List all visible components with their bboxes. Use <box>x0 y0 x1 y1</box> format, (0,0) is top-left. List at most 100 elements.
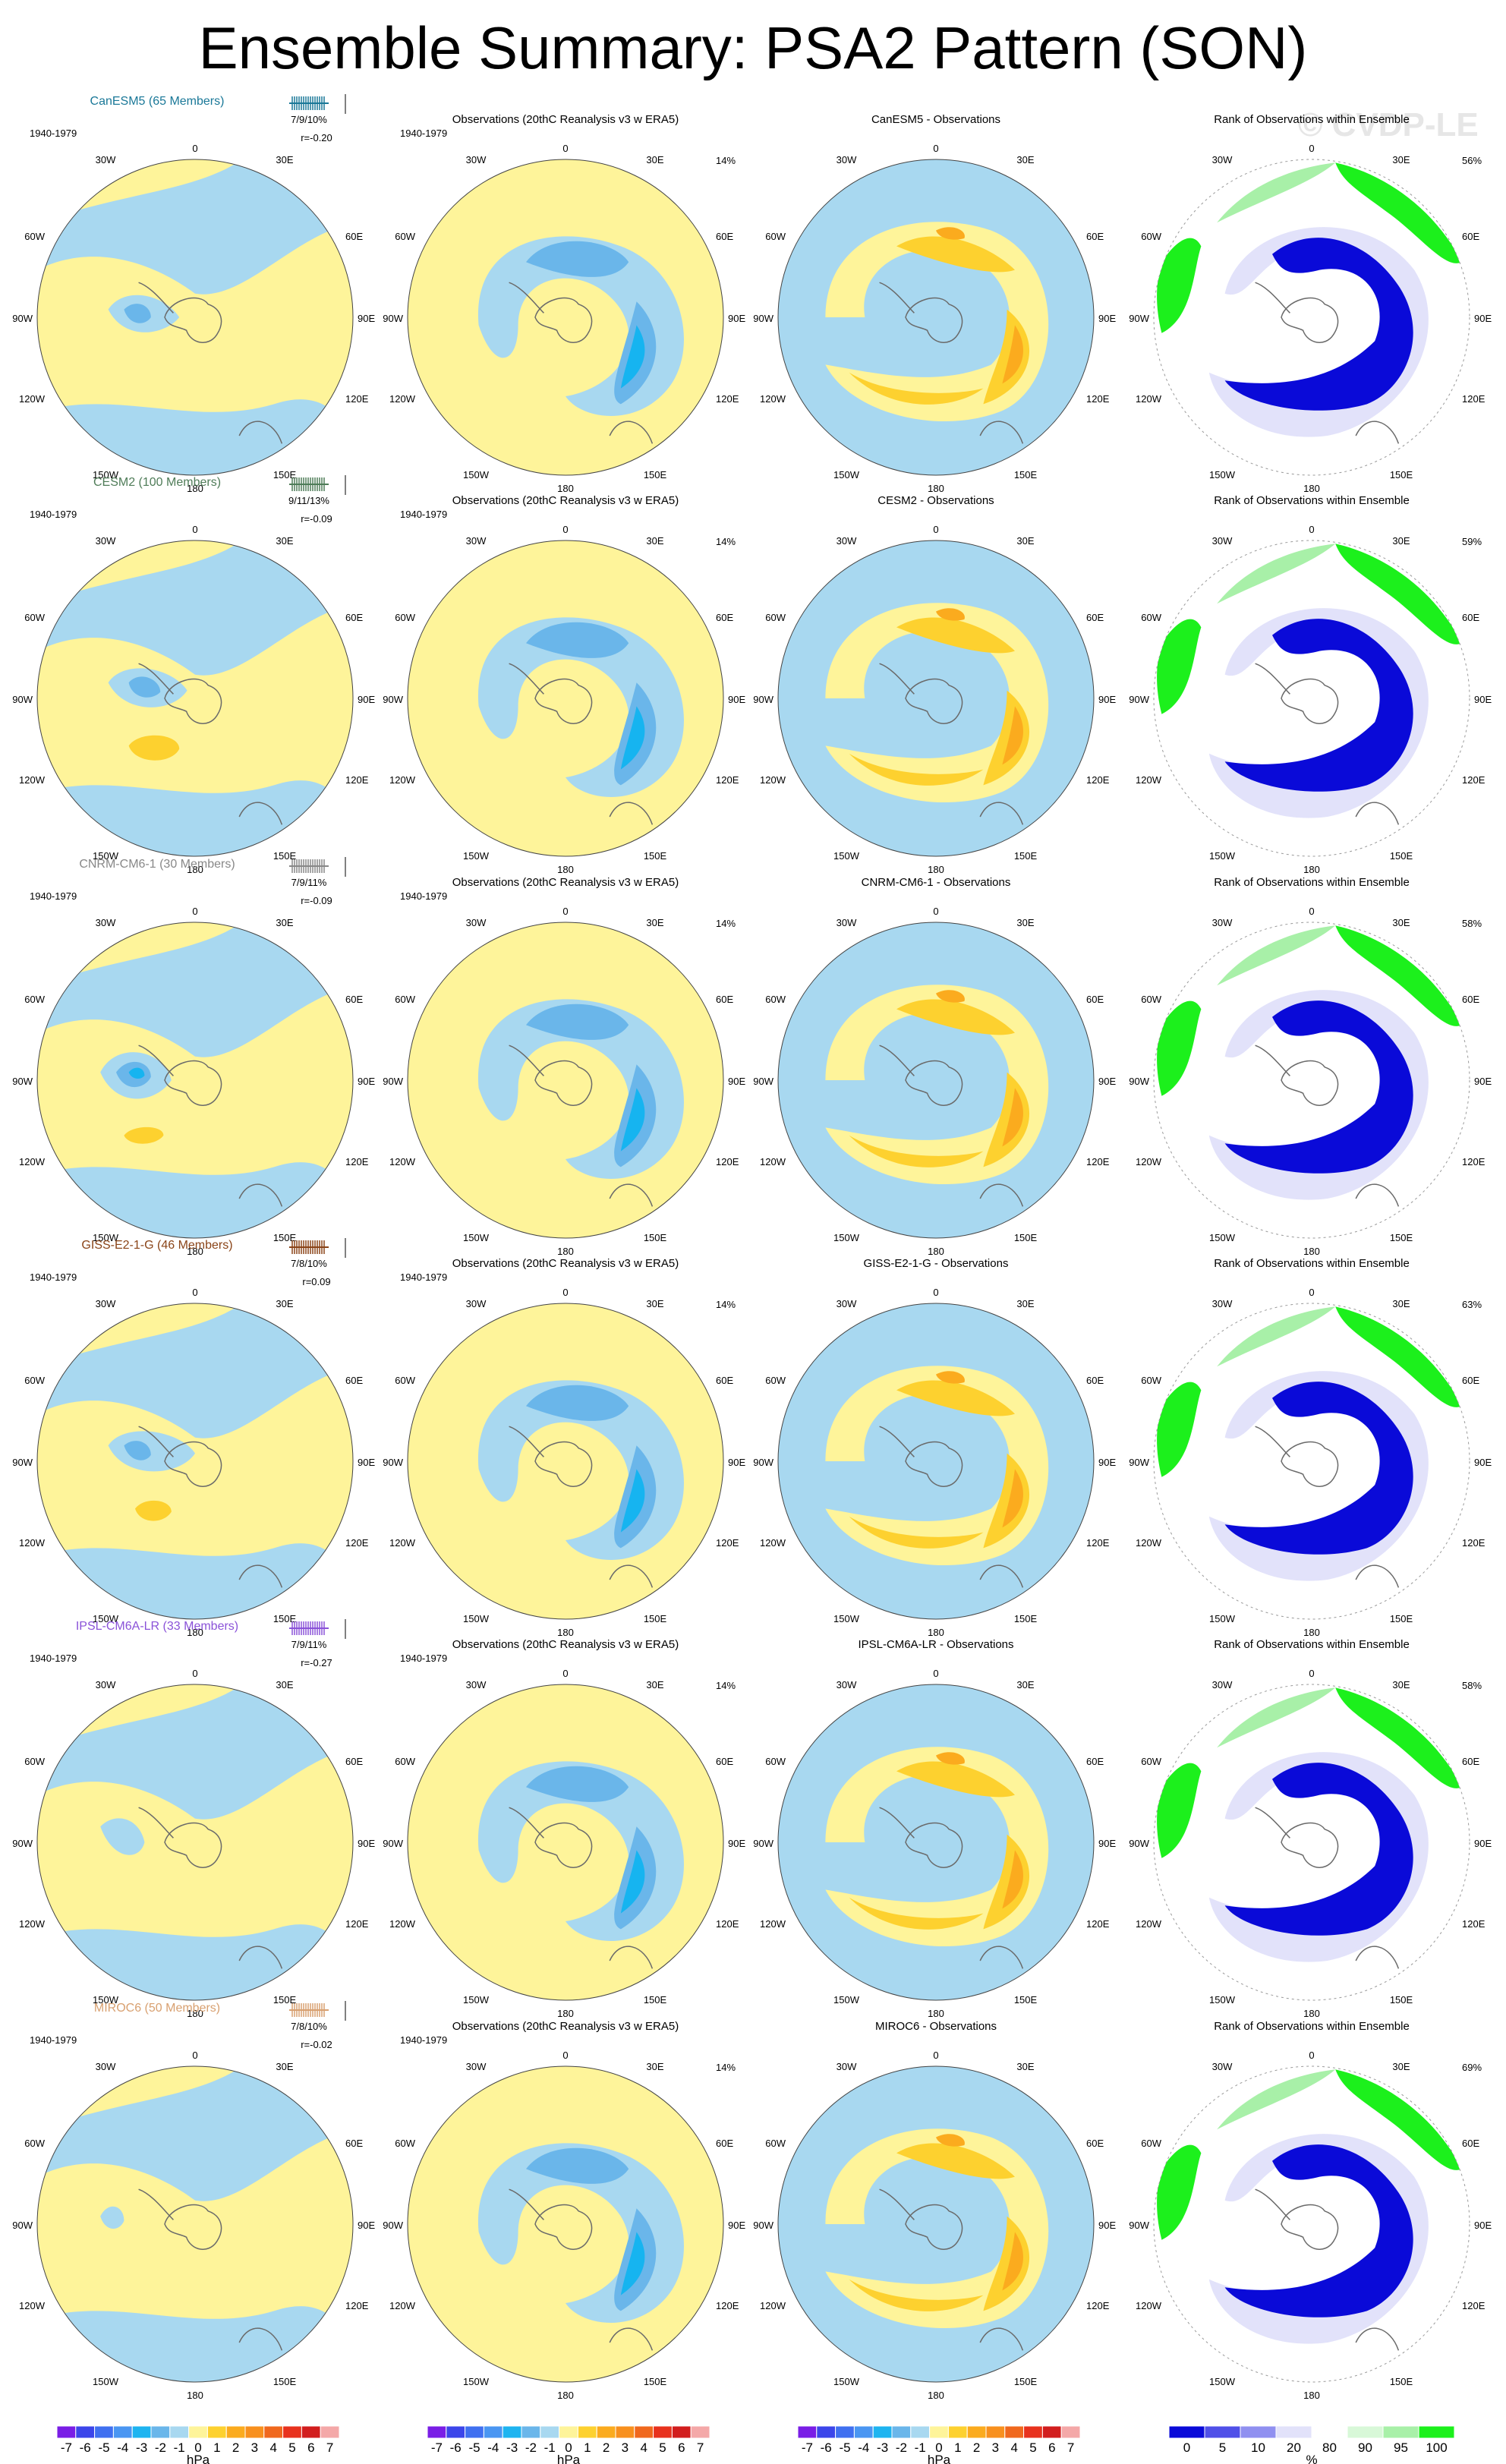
colorbar-swatch <box>540 2425 560 2439</box>
lon-label-top_left: 30W <box>96 535 116 547</box>
lon-label-bottom_right: 150E <box>1014 1232 1038 1243</box>
lon-label-top_right: 30E <box>1392 535 1410 547</box>
contour-region <box>526 1385 629 1421</box>
lon-label-bottom: 180 <box>557 483 574 494</box>
lon-label-top: 0 <box>1309 524 1314 535</box>
lon-label-top_left: 30W <box>1212 2061 1233 2072</box>
lon-label-bottom_right: 150E <box>1014 2376 1038 2387</box>
contour-region <box>896 236 1015 273</box>
lon-label-bottom_left: 150W <box>93 850 119 862</box>
colorbar-tick-label: 0 <box>935 2440 942 2455</box>
lon-label-bottom: 180 <box>557 2008 574 2019</box>
contour-region <box>1335 925 1462 1026</box>
australia-coastline <box>609 1564 654 1588</box>
colorbar-swatch <box>690 2425 710 2439</box>
map-boundary <box>407 922 724 1239</box>
period-label: 1940-1979 <box>400 509 447 520</box>
peninsula-coastline <box>509 1426 544 1457</box>
lon-label-bottom: 180 <box>928 1627 944 1638</box>
lon-label-top_left: 30W <box>836 535 857 547</box>
australia-coastline <box>1355 2327 1400 2351</box>
contour-region <box>620 325 645 389</box>
lon-label-bottom_right: 150E <box>1014 850 1038 862</box>
contour-region <box>124 1126 164 1144</box>
colorbar-tick-label: 6 <box>678 2440 685 2455</box>
diff-title: CanESM5 - Observations <box>871 113 1000 126</box>
lon-label-lower_right: 120E <box>716 393 739 405</box>
diff-panel: 0 30W 30E 60W 60E 90W 90E 120W 120E 150W 150E 180 GI… <box>753 1257 1116 1638</box>
lon-label-left: 90W <box>383 1838 403 1849</box>
colorbar-tick-label: -6 <box>450 2440 462 2455</box>
rank-pct: 58% <box>1462 1680 1482 1691</box>
lon-label-top_left: 30W <box>96 154 116 165</box>
colorbar: -7 -6 -5 -4 -3 -2 -1 0 1 2 3 4 5 6 7 hPa <box>797 2425 1081 2464</box>
lon-label-right: 90E <box>358 313 375 324</box>
contour-region <box>1157 238 1202 333</box>
contour-region <box>1335 1687 1462 1788</box>
lon-label-left: 90W <box>1129 2220 1149 2231</box>
colorbar-tick-label: 90 <box>1358 2440 1372 2455</box>
peninsula-coastline <box>879 282 915 314</box>
lon-label-bottom_left: 150W <box>93 1613 119 1624</box>
lon-label-top_right: 30E <box>646 154 663 165</box>
contour-region <box>135 1500 172 1521</box>
contour-region <box>124 1441 151 1460</box>
lon-label-lower_right: 120E <box>716 1156 739 1167</box>
peninsula-coastline <box>138 663 174 695</box>
pattern-correlation: r=-0.27 <box>301 1657 332 1668</box>
lon-label-lower_right: 120E <box>1086 774 1110 786</box>
lon-label-lower_right: 120E <box>1462 1918 1486 1930</box>
colorbar-swatch <box>1275 2425 1312 2439</box>
lon-label-bottom: 180 <box>1303 1627 1320 1638</box>
colorbar-swatch <box>75 2425 96 2439</box>
lon-label-lower_right: 120E <box>1086 2300 1110 2311</box>
obs-pct: 14% <box>716 1299 736 1310</box>
contour-region <box>100 1818 145 1855</box>
model-title: IPSL-CM6A-LR (33 Members) <box>76 1620 238 1633</box>
lon-label-left: 90W <box>753 694 773 705</box>
colorbar-tick-label: -6 <box>821 2440 832 2455</box>
lon-label-lower_left: 120W <box>1136 1537 1162 1549</box>
map-boundary <box>407 2065 724 2383</box>
lon-label-upper_right: 60E <box>716 1375 733 1386</box>
coastline <box>534 2204 593 2250</box>
lon-label-left: 90W <box>1129 694 1149 705</box>
lon-label-upper_left: 60W <box>765 1756 786 1767</box>
lon-label-bottom_left: 150W <box>463 2376 490 2387</box>
lon-label-right: 90E <box>358 2220 375 2231</box>
lon-label-right: 90E <box>1098 2220 1116 2231</box>
lon-label-top_right: 30E <box>276 154 293 165</box>
lon-label-right: 90E <box>358 1457 375 1468</box>
colorbar-swatch <box>615 2425 635 2439</box>
lon-label-left: 90W <box>12 1076 33 1087</box>
lon-label-right: 90E <box>728 694 745 705</box>
pattern-correlation: r=0.09 <box>302 1276 330 1287</box>
lon-label-lower_left: 120W <box>389 1156 416 1167</box>
contour-region <box>1335 1306 1462 1407</box>
contour-region <box>37 159 353 295</box>
diff-title: CNRM-CM6-1 - Observations <box>862 876 1011 889</box>
model-panel: 0 30W 30E 60W 60E 90W 90E 120W 120E 150W 150E 180 Ca… <box>12 94 375 494</box>
contour-region <box>620 1469 645 1533</box>
contour-region <box>1217 544 1336 604</box>
lon-label-top_left: 30W <box>466 917 487 928</box>
contour-region <box>1002 1469 1024 1528</box>
lon-label-bottom: 180 <box>928 864 944 875</box>
page-title: Ensemble Summary: PSA2 Pattern (SON) <box>198 14 1308 81</box>
lon-label-top_left: 30W <box>1212 1298 1233 1309</box>
colorbar-swatch <box>929 2425 949 2439</box>
colorbar-swatch <box>1041 2425 1062 2439</box>
peninsula-coastline <box>879 1426 915 1457</box>
lon-label-right: 90E <box>1474 694 1492 705</box>
colorbar-tick-label: -4 <box>487 2440 499 2455</box>
lon-label-left: 90W <box>12 1457 33 1468</box>
contour-region <box>1157 1382 1202 1477</box>
contour-region <box>1002 325 1024 384</box>
australia-coastline <box>609 1183 654 1207</box>
obs-panel: 0 30W 30E 60W 60E 90W 90E 120W 120E 150W 150E 180 Ob… <box>383 1638 745 2019</box>
colorbar-swatch <box>1204 2425 1241 2439</box>
lon-label-upper_left: 60W <box>24 994 45 1005</box>
lon-label-lower_right: 120E <box>1086 1918 1110 1930</box>
australia-coastline <box>1355 802 1400 825</box>
contour-region <box>896 617 1015 654</box>
